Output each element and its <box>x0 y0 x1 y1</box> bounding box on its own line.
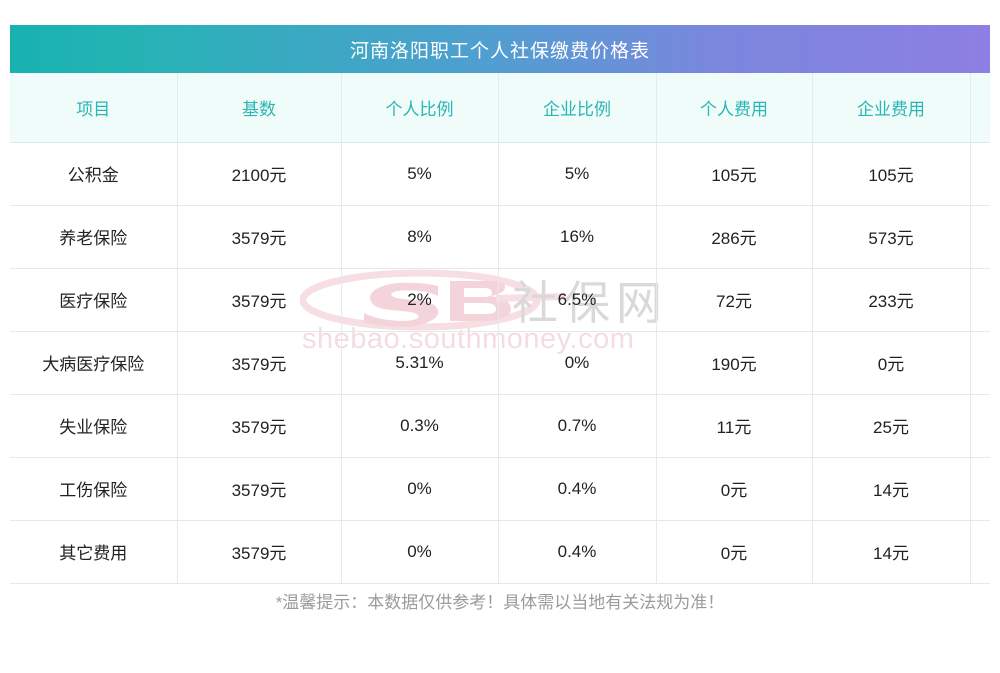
cell-personal-rate: 0% <box>341 520 499 584</box>
table-row: 大病医疗保险 3579元 5.31% 0% 190元 0元 <box>10 331 990 395</box>
cell-spacer <box>970 457 990 521</box>
cell-base: 2100元 <box>177 142 342 206</box>
social-insurance-price-table: 项目 基数 个人比例 企业比例 个人费用 企业费用 公积金 2100元 5% 5… <box>10 73 990 584</box>
table-header: 项目 基数 个人比例 企业比例 个人费用 企业费用 <box>10 73 990 143</box>
cell-base: 3579元 <box>177 520 342 584</box>
cell-personal-fee: 105元 <box>656 142 813 206</box>
table-container: 社保网 shebao.southmoney.com 项目 基数 个人比例 企业比… <box>10 73 990 584</box>
table-row: 其它费用 3579元 0% 0.4% 0元 14元 <box>10 520 990 584</box>
cell-personal-rate: 5% <box>341 142 499 206</box>
cell-spacer <box>970 268 990 332</box>
cell-spacer <box>970 520 990 584</box>
cell-company-rate: 5% <box>498 142 657 206</box>
cell-item: 其它费用 <box>10 520 178 584</box>
column-header-base: 基数 <box>177 73 342 143</box>
cell-personal-rate: 8% <box>341 205 499 269</box>
cell-personal-rate: 5.31% <box>341 331 499 395</box>
page-title-bar: 河南洛阳职工个人社保缴费价格表 <box>10 25 990 73</box>
cell-personal-fee: 11元 <box>656 394 813 458</box>
cell-company-fee: 0元 <box>812 331 971 395</box>
cell-company-fee: 14元 <box>812 457 971 521</box>
cell-base: 3579元 <box>177 268 342 332</box>
table-header-row: 项目 基数 个人比例 企业比例 个人费用 企业费用 <box>10 73 990 143</box>
cell-personal-fee: 0元 <box>656 520 813 584</box>
cell-company-rate: 0.4% <box>498 520 657 584</box>
cell-personal-fee: 72元 <box>656 268 813 332</box>
cell-company-rate: 0.7% <box>498 394 657 458</box>
table-row: 医疗保险 3579元 2% 6.5% 72元 233元 <box>10 268 990 332</box>
cell-item: 医疗保险 <box>10 268 178 332</box>
column-header-personal-rate: 个人比例 <box>341 73 499 143</box>
cell-company-rate: 0% <box>498 331 657 395</box>
column-header-personal-fee: 个人费用 <box>656 73 813 143</box>
cell-item: 养老保险 <box>10 205 178 269</box>
cell-company-fee: 573元 <box>812 205 971 269</box>
table-row: 工伤保险 3579元 0% 0.4% 0元 14元 <box>10 457 990 521</box>
cell-spacer <box>970 331 990 395</box>
cell-base: 3579元 <box>177 394 342 458</box>
cell-item: 大病医疗保险 <box>10 331 178 395</box>
column-header-company-fee: 企业费用 <box>812 73 971 143</box>
cell-item: 工伤保险 <box>10 457 178 521</box>
cell-spacer <box>970 205 990 269</box>
table-body: 公积金 2100元 5% 5% 105元 105元 养老保险 3579元 8% … <box>10 142 990 584</box>
table-row: 公积金 2100元 5% 5% 105元 105元 <box>10 142 990 206</box>
cell-spacer <box>970 142 990 206</box>
table-row: 失业保险 3579元 0.3% 0.7% 11元 25元 <box>10 394 990 458</box>
cell-personal-fee: 190元 <box>656 331 813 395</box>
cell-personal-rate: 2% <box>341 268 499 332</box>
cell-item: 公积金 <box>10 142 178 206</box>
cell-base: 3579元 <box>177 331 342 395</box>
column-header-spacer <box>970 73 990 143</box>
table-row: 养老保险 3579元 8% 16% 286元 573元 <box>10 205 990 269</box>
cell-base: 3579元 <box>177 457 342 521</box>
cell-company-fee: 233元 <box>812 268 971 332</box>
cell-company-fee: 25元 <box>812 394 971 458</box>
column-header-item: 项目 <box>10 73 178 143</box>
cell-personal-fee: 286元 <box>656 205 813 269</box>
page-title: 河南洛阳职工个人社保缴费价格表 <box>349 40 650 62</box>
cell-base: 3579元 <box>177 205 342 269</box>
cell-company-rate: 16% <box>498 205 657 269</box>
cell-personal-rate: 0% <box>341 457 499 521</box>
column-header-company-rate: 企业比例 <box>498 73 657 143</box>
cell-company-fee: 105元 <box>812 142 971 206</box>
cell-company-rate: 0.4% <box>498 457 657 521</box>
cell-spacer <box>970 394 990 458</box>
footer-note: *温馨提示：本数据仅供参考！具体需以当地有关法规为准！ <box>275 593 725 612</box>
cell-item: 失业保险 <box>10 394 178 458</box>
cell-company-rate: 6.5% <box>498 268 657 332</box>
cell-personal-rate: 0.3% <box>341 394 499 458</box>
cell-personal-fee: 0元 <box>656 457 813 521</box>
cell-company-fee: 14元 <box>812 520 971 584</box>
